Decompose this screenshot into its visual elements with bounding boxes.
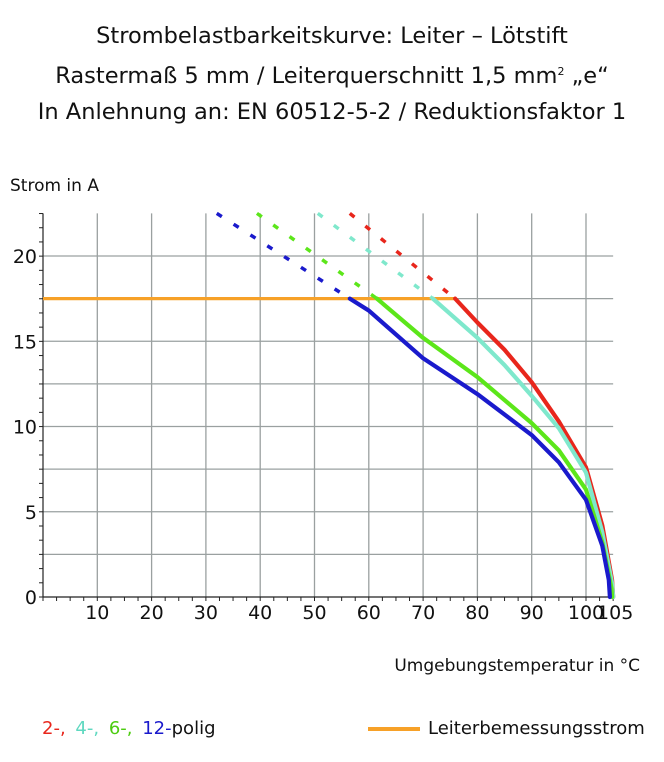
y-tick-label: 5 xyxy=(25,502,37,524)
legend-rated-current: Leiterbemessungsstrom xyxy=(368,718,645,739)
legend-4-polig: 4-, xyxy=(75,718,100,739)
series-4--extrapolation xyxy=(316,211,434,301)
title-line-2-text: Rastermaß 5 mm / Leiterquerschnitt 1,5 m… xyxy=(55,63,558,89)
x-tick-label: 30 xyxy=(194,602,218,624)
title-superscript: 2 xyxy=(557,65,565,78)
series-6--extrapolation xyxy=(255,211,378,301)
legend-12-polig: 12- xyxy=(142,718,172,739)
chart-title: Strombelastbarkeitskurve: Leiter – Lötst… xyxy=(0,18,664,130)
legend-6-polig: 6-, xyxy=(108,718,133,739)
series-12--line xyxy=(347,296,612,600)
y-axis-label: Strom in A xyxy=(10,176,99,196)
x-axis-label: Umgebungstemperatur in °C xyxy=(394,656,640,676)
x-tick-label: 70 xyxy=(411,602,435,624)
y-tick-label: 10 xyxy=(13,417,37,439)
legend-rated-label: Leiterbemessungsstrom xyxy=(428,718,645,739)
title-line-2: Rastermaß 5 mm / Leiterquerschnitt 1,5 m… xyxy=(0,54,664,94)
legend-2-polig: 2-, xyxy=(42,718,66,739)
x-tick-label: 100 xyxy=(568,602,604,624)
y-tick-label: 0 xyxy=(25,587,37,609)
x-tick-label: 105 xyxy=(597,602,633,624)
x-tick-label: 90 xyxy=(520,602,544,624)
series-2--extrapolation xyxy=(348,212,457,300)
y-tick-label: 20 xyxy=(13,246,37,268)
series-2--line xyxy=(453,296,616,600)
x-tick-label: 10 xyxy=(85,602,109,624)
legend-rated-swatch xyxy=(368,726,420,731)
title-line-2-suffix: „e“ xyxy=(564,63,609,89)
y-tick-label: 15 xyxy=(13,331,37,353)
legend-series: 2-, 4-, 6-, 12-polig xyxy=(42,718,220,739)
x-tick-label: 50 xyxy=(302,602,326,624)
x-tick-label: 20 xyxy=(140,602,164,624)
legend-suffix: polig xyxy=(171,718,216,739)
x-tick-label: 60 xyxy=(357,602,381,624)
title-line-1: Strombelastbarkeitskurve: Leiter – Lötst… xyxy=(96,23,568,49)
title-line-3: In Anlehnung an: EN 60512-5-2 / Reduktio… xyxy=(37,99,627,125)
x-tick-label: 40 xyxy=(248,602,272,624)
x-tick-label: 80 xyxy=(465,602,489,624)
